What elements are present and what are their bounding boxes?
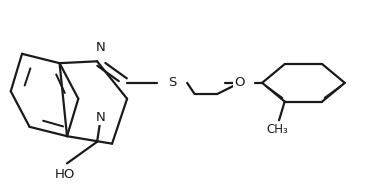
Text: N: N — [96, 111, 106, 124]
Text: HO: HO — [55, 168, 75, 181]
Text: S: S — [168, 76, 176, 89]
Text: CH₃: CH₃ — [266, 123, 288, 136]
Text: O: O — [234, 76, 245, 89]
Text: N: N — [96, 41, 106, 54]
